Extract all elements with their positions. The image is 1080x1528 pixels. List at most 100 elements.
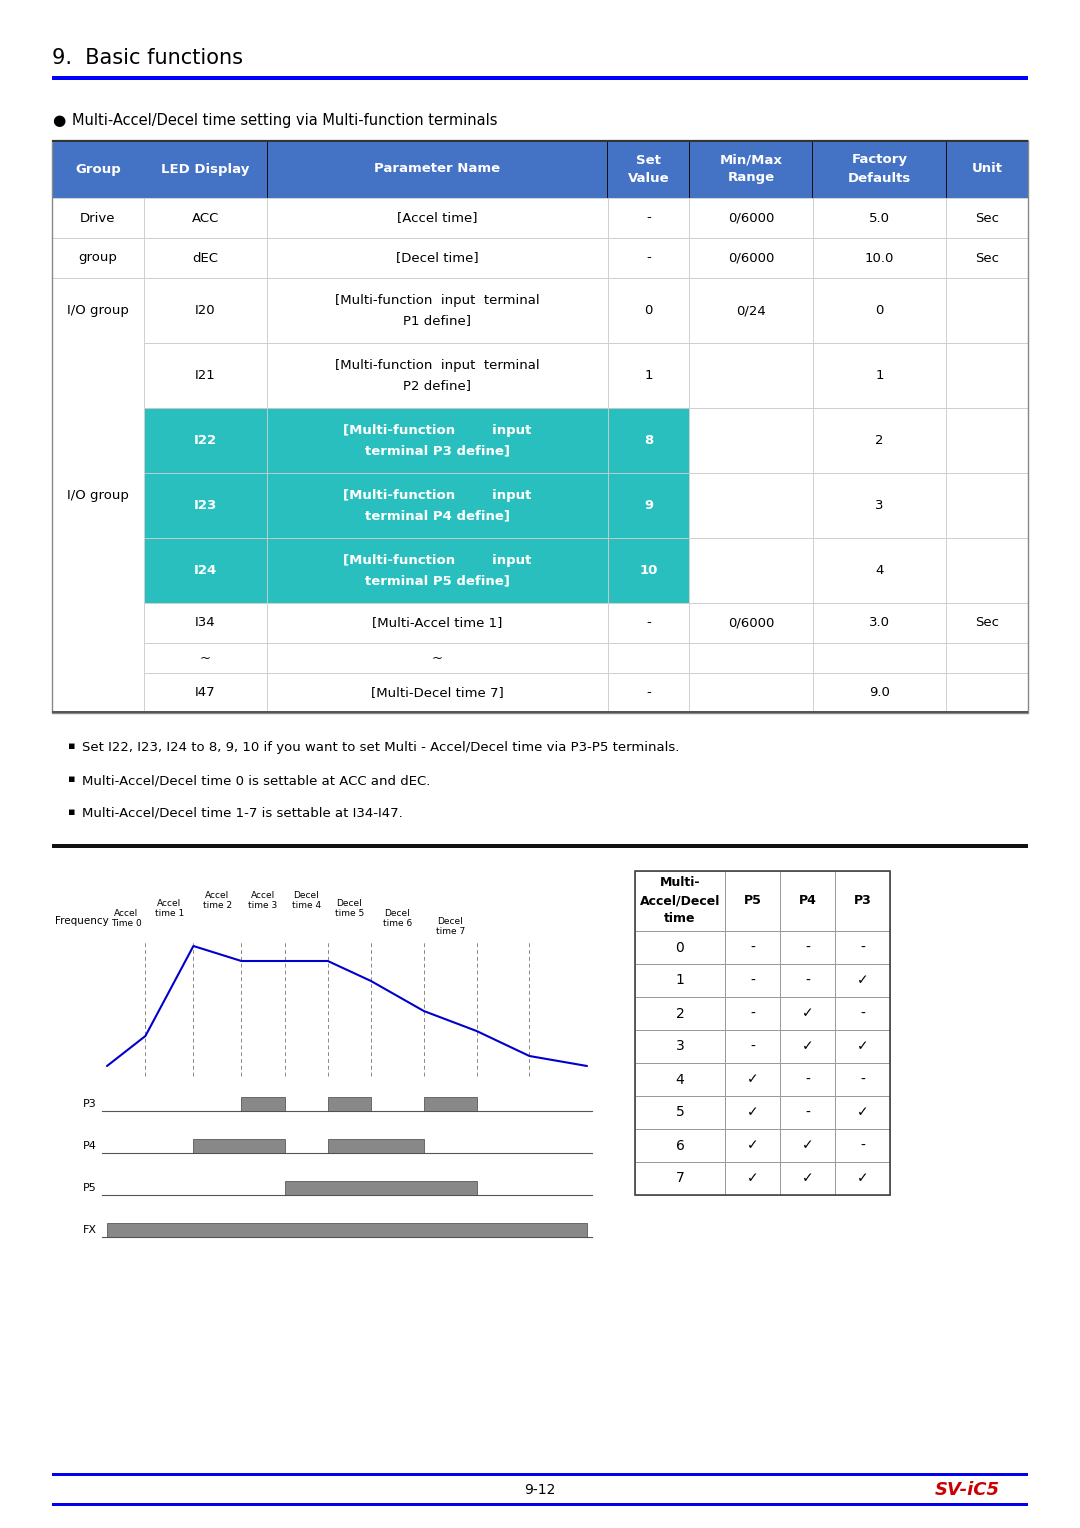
Bar — [267, 538, 608, 604]
Bar — [144, 538, 267, 604]
Bar — [813, 643, 946, 672]
Text: Value: Value — [627, 171, 670, 185]
Bar — [52, 1504, 1028, 1507]
Text: -: - — [751, 1007, 755, 1021]
Text: P5: P5 — [83, 1183, 97, 1193]
Text: Accel
time 1: Accel time 1 — [154, 898, 184, 918]
Text: ✓: ✓ — [856, 1172, 868, 1186]
Bar — [608, 474, 689, 538]
Bar — [725, 871, 780, 931]
Text: Sec: Sec — [975, 252, 999, 264]
Bar — [813, 604, 946, 643]
Bar — [780, 931, 835, 964]
Text: Multi-: Multi- — [660, 877, 700, 889]
Bar — [52, 342, 144, 408]
Text: 9: 9 — [644, 500, 653, 512]
Text: Parameter Name: Parameter Name — [375, 162, 500, 176]
Text: Accel/Decel: Accel/Decel — [639, 894, 720, 908]
Bar — [835, 1129, 890, 1161]
Bar — [725, 1161, 780, 1195]
Bar — [52, 843, 1028, 848]
Text: Set: Set — [636, 153, 661, 167]
Text: 3: 3 — [676, 1039, 685, 1053]
Bar — [813, 342, 946, 408]
Text: Sec: Sec — [975, 211, 999, 225]
Text: terminal P5 define]: terminal P5 define] — [365, 575, 510, 587]
Text: ✓: ✓ — [801, 1138, 813, 1152]
Bar — [689, 408, 813, 474]
Text: Unit: Unit — [972, 162, 1002, 176]
Bar — [946, 538, 1028, 604]
Text: ✓: ✓ — [856, 973, 868, 987]
Text: P4: P4 — [83, 1141, 97, 1151]
Bar — [780, 1096, 835, 1129]
Bar — [635, 964, 725, 996]
Text: 0: 0 — [645, 304, 652, 316]
Text: 0/24: 0/24 — [737, 304, 766, 316]
Bar — [52, 141, 144, 197]
Text: ▪: ▪ — [68, 807, 76, 817]
Bar — [780, 1030, 835, 1063]
Text: ✓: ✓ — [856, 1105, 868, 1120]
Bar — [835, 1096, 890, 1129]
Bar — [52, 278, 144, 714]
Text: [Multi-Accel time 1]: [Multi-Accel time 1] — [373, 616, 502, 630]
Bar — [835, 964, 890, 996]
Text: Group: Group — [75, 162, 121, 176]
Text: I34: I34 — [195, 616, 216, 630]
Bar — [813, 672, 946, 714]
Bar — [835, 1063, 890, 1096]
Text: 0: 0 — [876, 304, 883, 316]
Bar — [689, 238, 813, 278]
Text: I/O group: I/O group — [67, 489, 129, 503]
Text: [Multi-Decel time 7]: [Multi-Decel time 7] — [372, 686, 504, 700]
Text: ●: ● — [52, 113, 65, 128]
Bar — [689, 643, 813, 672]
Text: LED Display: LED Display — [161, 162, 249, 176]
Text: SV-iC5: SV-iC5 — [935, 1481, 1000, 1499]
Bar — [52, 199, 144, 238]
Text: 0: 0 — [676, 941, 685, 955]
Bar — [835, 1161, 890, 1195]
Bar — [52, 238, 144, 278]
Bar — [52, 76, 1028, 79]
Bar — [328, 1138, 423, 1154]
Text: 2: 2 — [676, 1007, 685, 1021]
Text: I21: I21 — [195, 368, 216, 382]
Text: Multi-Accel/Decel time setting via Multi-function terminals: Multi-Accel/Decel time setting via Multi… — [72, 113, 498, 128]
Bar — [268, 141, 607, 197]
Bar — [144, 604, 267, 643]
Text: I22: I22 — [194, 434, 217, 448]
Text: I23: I23 — [194, 500, 217, 512]
Text: [Multi-function        input: [Multi-function input — [343, 555, 531, 567]
Text: ✓: ✓ — [801, 1172, 813, 1186]
Text: ✓: ✓ — [746, 1105, 758, 1120]
Bar — [267, 672, 608, 714]
Bar — [267, 199, 608, 238]
Text: 3: 3 — [875, 500, 883, 512]
Bar — [144, 342, 267, 408]
Bar — [813, 238, 946, 278]
Text: -: - — [751, 1039, 755, 1053]
Bar — [946, 278, 1028, 342]
Text: ▪: ▪ — [68, 775, 76, 784]
Text: 10: 10 — [639, 564, 658, 578]
Bar — [608, 672, 689, 714]
Bar — [780, 1063, 835, 1096]
Text: [Accel time]: [Accel time] — [397, 211, 477, 225]
Text: 4: 4 — [876, 564, 883, 578]
Bar — [946, 474, 1028, 538]
Text: [Multi-function  input  terminal: [Multi-function input terminal — [335, 293, 540, 307]
Bar — [144, 141, 267, 197]
Text: dEC: dEC — [192, 252, 218, 264]
Text: 4: 4 — [676, 1073, 685, 1086]
Bar — [780, 1161, 835, 1195]
Text: ▪: ▪ — [68, 741, 76, 750]
Bar — [946, 604, 1028, 643]
Bar — [608, 199, 689, 238]
Bar — [835, 931, 890, 964]
Bar — [52, 672, 144, 714]
Text: -: - — [860, 1138, 865, 1152]
Text: P3: P3 — [83, 1099, 97, 1109]
Text: I/O group: I/O group — [67, 304, 129, 316]
